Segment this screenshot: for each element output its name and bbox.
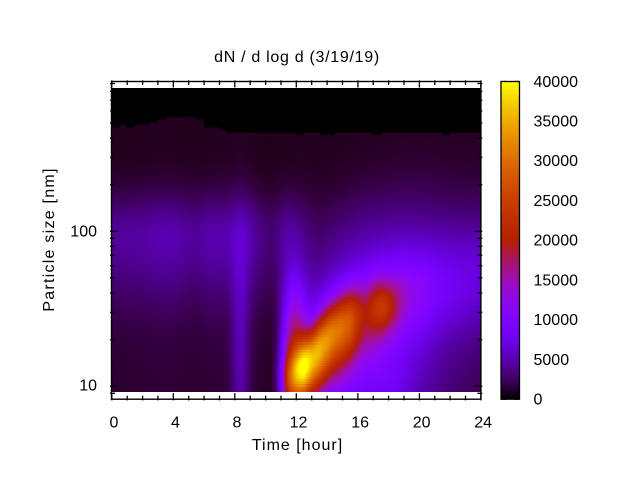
svg-text:8: 8 (233, 414, 242, 431)
svg-text:16: 16 (351, 414, 369, 431)
svg-text:dN / d log d (3/19/19): dN / d log d (3/19/19) (214, 49, 380, 66)
svg-text:15000: 15000 (534, 272, 579, 289)
svg-text:24: 24 (474, 414, 492, 431)
svg-text:0: 0 (534, 392, 543, 409)
svg-text:20000: 20000 (534, 233, 579, 250)
svg-text:40000: 40000 (534, 74, 579, 91)
svg-text:10000: 10000 (534, 312, 579, 329)
svg-text:20: 20 (413, 414, 431, 431)
svg-text:25000: 25000 (534, 193, 579, 210)
svg-text:5000: 5000 (534, 352, 570, 369)
svg-text:Time [hour]: Time [hour] (252, 437, 343, 454)
svg-text:Particle size [nm]: Particle size [nm] (41, 167, 58, 311)
svg-text:0: 0 (110, 414, 119, 431)
svg-text:12: 12 (290, 414, 308, 431)
svg-text:10: 10 (79, 378, 97, 395)
svg-text:30000: 30000 (534, 153, 579, 170)
svg-text:100: 100 (70, 224, 97, 241)
svg-text:4: 4 (171, 414, 180, 431)
svg-text:35000: 35000 (534, 114, 579, 131)
